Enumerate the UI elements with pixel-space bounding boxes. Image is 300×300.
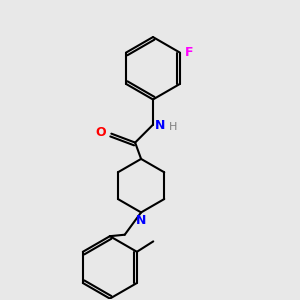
Text: O: O bbox=[95, 126, 106, 139]
Text: F: F bbox=[184, 46, 193, 59]
Text: N: N bbox=[154, 119, 165, 132]
Text: N: N bbox=[136, 214, 146, 227]
Text: H: H bbox=[168, 122, 177, 132]
